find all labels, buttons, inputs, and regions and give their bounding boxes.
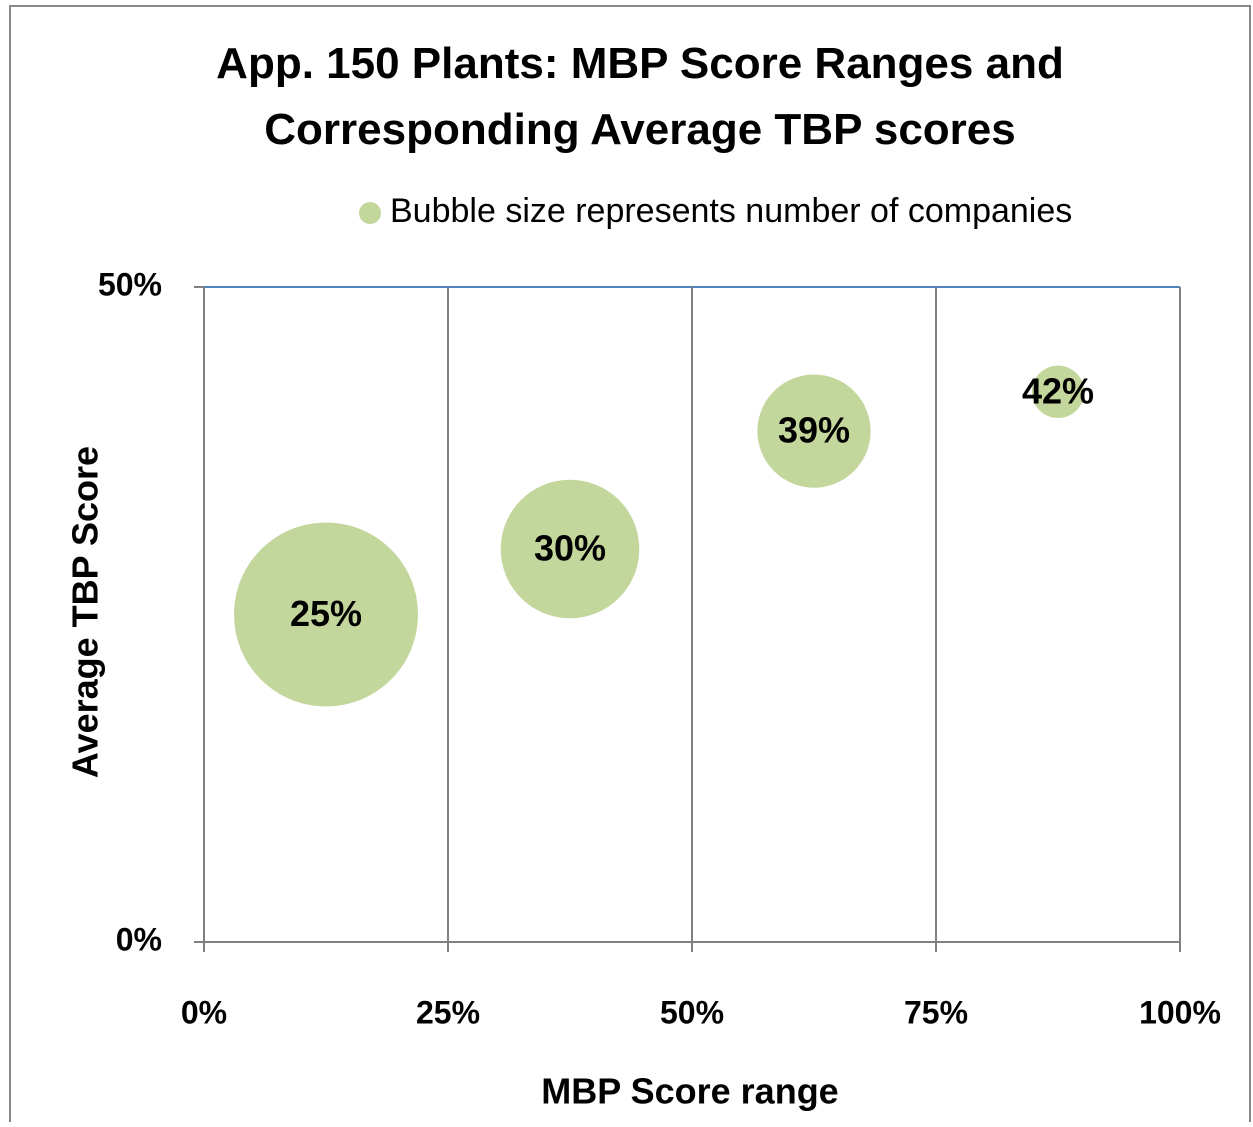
x-tick-label: 75% (904, 994, 968, 1030)
bubble (757, 374, 871, 488)
x-axis-label: MBP Score range (541, 1071, 838, 1112)
data-label: 42% (1022, 370, 1094, 411)
y-tick-label: 50% (98, 266, 162, 302)
data-label: 39% (778, 410, 850, 451)
bubble (234, 522, 418, 707)
bubble (500, 479, 640, 619)
chart-title: App. 150 Plants: MBP Score Ranges and Cor… (216, 39, 1064, 154)
y-axis-label: Average TBP Score (65, 446, 106, 778)
x-tick-label: 100% (1139, 994, 1221, 1030)
legend-label: Bubble size represents number of compani… (390, 192, 1072, 230)
bubble (1031, 365, 1085, 418)
x-tick-label: 25% (416, 994, 480, 1030)
x-tick-label: 0% (181, 994, 227, 1030)
legend-marker (359, 202, 381, 224)
data-label: 30% (534, 528, 606, 569)
y-tick-label: 0% (116, 921, 162, 957)
data-label: 25% (290, 593, 362, 634)
x-tick-label: 50% (660, 994, 724, 1030)
